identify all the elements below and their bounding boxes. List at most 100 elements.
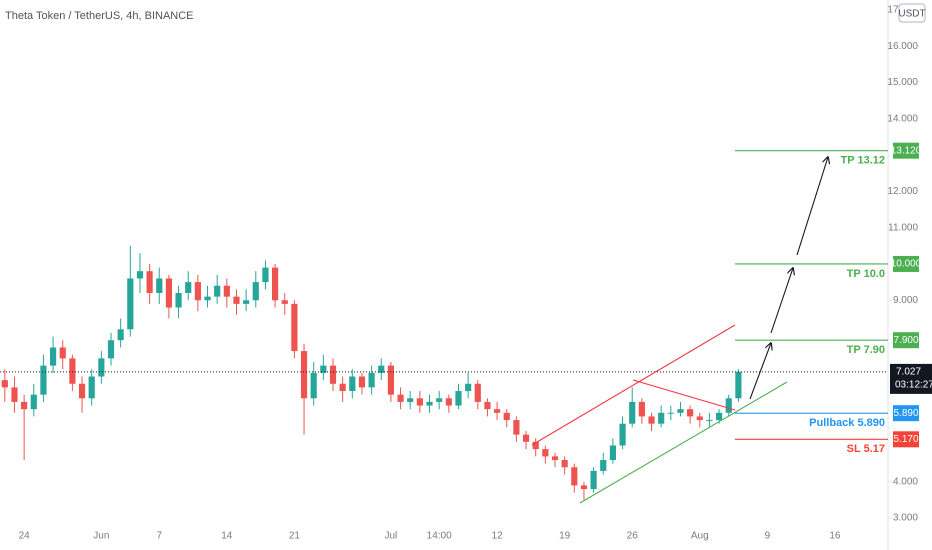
x-tick-label: 12 xyxy=(492,531,504,542)
candle-body xyxy=(397,394,404,402)
candle-body xyxy=(542,449,549,457)
x-tick-label: Aug xyxy=(691,531,709,542)
level-tag xyxy=(893,332,919,349)
candle-body xyxy=(407,398,414,402)
level-label: Pullback 5.890 xyxy=(809,417,885,429)
candle-body xyxy=(165,278,173,308)
trend-line xyxy=(632,379,736,411)
x-tick-label: Jul xyxy=(385,531,398,542)
candle-body xyxy=(629,401,636,424)
candle-body xyxy=(677,409,684,413)
candle-body xyxy=(735,371,742,399)
candle-body xyxy=(194,282,201,301)
candle-body xyxy=(484,401,491,410)
arrow xyxy=(796,157,828,256)
candle-body xyxy=(136,271,144,279)
candle-body xyxy=(59,347,66,359)
plot: 24 Jun 7 14 21 Jul 14:00 12 19 26 Aug 9 16 TP 13.12 TP… xyxy=(0,150,888,542)
candle-body xyxy=(725,398,732,413)
candle-body xyxy=(609,445,617,461)
candle-body xyxy=(146,271,153,293)
x-tick-label: Jun xyxy=(93,531,109,542)
candle-body xyxy=(223,285,230,297)
candle-body xyxy=(310,372,317,399)
y-tick-label: 9.000 xyxy=(893,295,918,306)
x-tick-label: 24 xyxy=(19,531,31,542)
candle-body xyxy=(262,267,269,283)
candle-body xyxy=(513,420,520,435)
candle-body xyxy=(706,420,713,422)
x-tick-label: 16 xyxy=(829,531,841,542)
candle-body xyxy=(474,383,481,402)
arrow xyxy=(770,268,793,334)
candle-body xyxy=(551,456,559,461)
candle-body xyxy=(69,358,76,384)
level-tag-label: 13.120 xyxy=(891,145,922,156)
candle-body xyxy=(493,409,501,413)
level-label: SL 5.17 xyxy=(847,443,885,455)
candle-body xyxy=(320,365,327,373)
candle-body xyxy=(638,401,645,417)
candle-body xyxy=(465,383,472,392)
candle-body xyxy=(30,394,37,410)
candle-body xyxy=(368,372,375,388)
candle-body xyxy=(358,376,366,388)
candle-body xyxy=(214,285,221,297)
candle-body xyxy=(648,416,655,424)
y-tick-label: 12.000 xyxy=(887,186,918,197)
candle-body xyxy=(98,358,105,377)
candle-body xyxy=(252,282,259,301)
candle-body xyxy=(590,470,597,490)
currency: USDT xyxy=(898,9,925,20)
price-axis: 3.000 4.000 9.000 11.000 12.000 14.000 15.000 1… xyxy=(887,4,932,524)
level-tag xyxy=(893,431,919,448)
candle-body xyxy=(445,398,452,406)
level-tag-label: 10.000 xyxy=(891,259,922,270)
x-tick-label: 14:00 xyxy=(427,531,452,542)
x-tick-label: 14 xyxy=(221,531,233,542)
level-tag xyxy=(893,255,919,272)
x-tick-label: 9 xyxy=(765,531,771,542)
candle-body xyxy=(175,292,182,308)
y-tick-label: 11.000 xyxy=(888,222,918,233)
level-label: TP 13.12 xyxy=(841,155,885,167)
candle-body xyxy=(204,296,211,301)
x-tick-label: 19 xyxy=(559,531,571,542)
y-tick-label: 16.000 xyxy=(887,41,918,52)
y-tick-label: 14.000 xyxy=(887,113,918,124)
candle-body xyxy=(21,401,28,410)
candle-body xyxy=(117,329,124,341)
candle-body xyxy=(88,376,95,399)
candle-body xyxy=(107,340,115,359)
last-price-label: 7.027 xyxy=(896,367,921,378)
candle-body xyxy=(78,383,86,399)
level-label: TP 7.90 xyxy=(847,344,885,356)
candle-body xyxy=(329,365,337,384)
candle-body xyxy=(522,434,530,442)
candle-body xyxy=(339,383,346,392)
level-tag xyxy=(893,405,919,422)
y-tick-label: 15.000 xyxy=(887,77,918,88)
candle-body xyxy=(156,278,163,293)
candle-body xyxy=(387,365,395,395)
candle-body xyxy=(715,412,723,421)
candle-body xyxy=(658,412,665,424)
candle-body xyxy=(416,398,423,406)
channel-line xyxy=(531,324,736,446)
arrow xyxy=(749,343,771,400)
candle-body xyxy=(436,398,443,402)
candle-body xyxy=(40,365,47,395)
level-tag-label: 7.900 xyxy=(893,335,918,346)
currency-box[interactable] xyxy=(898,3,926,23)
candle-body xyxy=(271,267,279,301)
candle-body xyxy=(561,460,568,468)
candle-body xyxy=(11,387,18,402)
y-tick-label: 3.000 xyxy=(893,513,918,524)
level-tag-label: 5.890 xyxy=(893,408,918,419)
candle-body xyxy=(455,391,462,406)
candle-body xyxy=(503,412,510,421)
x-tick-label: 7 xyxy=(156,531,162,542)
candle-body xyxy=(300,351,308,399)
candle-body xyxy=(291,303,298,352)
